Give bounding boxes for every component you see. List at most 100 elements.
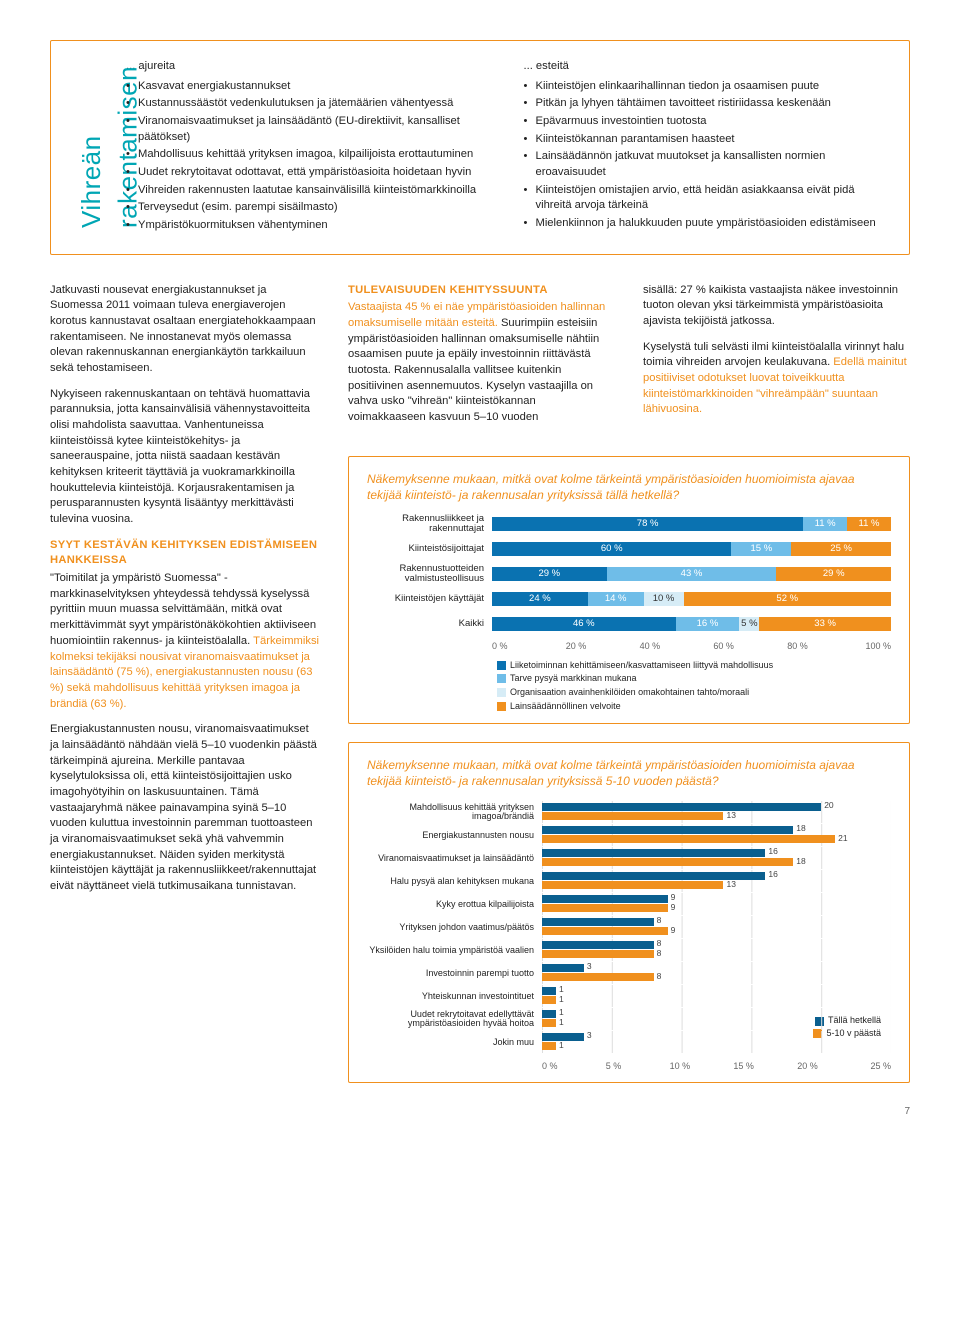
drivers-column: ... ajureita Kasvavat energiakustannukse… — [126, 59, 494, 236]
chart1-label: Kaikki — [367, 619, 492, 629]
chart1-bar: 46 %16 %5 %33 % — [492, 617, 891, 631]
chart1-row: Kaikki46 %16 %5 %33 % — [367, 615, 891, 633]
chart2-bar-now — [542, 918, 654, 926]
chart1-segment: 16 % — [676, 617, 740, 631]
chart2-axis: 0 %5 %10 %15 %20 %25 % — [542, 1060, 891, 1073]
chart1-segment: 52 % — [684, 592, 891, 606]
chart1-bar: 78 %11 %11 % — [492, 517, 891, 531]
right-column: sisällä: 27 % kaikista vastaajista näkee… — [643, 283, 910, 436]
chart1-legend: Liiketoiminnan kehittämiseen/kasvattamis… — [497, 659, 891, 712]
chart2-bar-now — [542, 895, 668, 903]
chart2-label: Mahdollisuus kehittää yrityksen imagoa/b… — [367, 803, 542, 822]
legend-item: Tarve pysyä markkinan mukana — [497, 672, 891, 685]
chart2-label: Energiakustannusten nousu — [367, 831, 542, 840]
chart2-bars: 99 — [542, 893, 891, 915]
legend-item: Liiketoiminnan kehittämiseen/kasvattamis… — [497, 659, 891, 672]
drivers-item: Vihreiden rakennusten laatutae kansainvä… — [126, 183, 494, 199]
chart1-segment: 11 % — [847, 517, 891, 531]
chart2-bars: 11 — [542, 985, 891, 1007]
chart1-title: Näkemyksenne mukaan, mitkä ovat kolme tä… — [367, 471, 891, 503]
chart2-label: Yhteiskunnan investointituet — [367, 992, 542, 1001]
chart1-segment: 15 % — [731, 542, 791, 556]
chart1-label: Kiinteistösijoittajat — [367, 544, 492, 554]
chart1-row: Kiinteistösijoittajat60 %15 %25 % — [367, 540, 891, 558]
chart2-row: Investoinnin parempi tuotto38 — [367, 962, 891, 984]
chart2-bar-now — [542, 941, 654, 949]
chart1-segment: 25 % — [791, 542, 891, 556]
chart1-segment: 43 % — [607, 567, 777, 581]
right-area: TULEVAISUUDEN KEHITYSSUUNTA Vastaajista … — [348, 283, 910, 1102]
main-grid: Jatkuvasti nousevat energiakustannukset … — [50, 283, 910, 1102]
chart2-bar-future — [542, 1042, 556, 1050]
chart2-bar-future — [542, 812, 723, 820]
chart1-segment: 29 % — [492, 567, 607, 581]
drivers-item: Kasvavat energiakustannukset — [126, 79, 494, 95]
chart1-axis: 0 %20 %40 %60 %80 %100 % — [492, 640, 891, 653]
chart2-row: Yrityksen johdon vaatimus/päätös89 — [367, 916, 891, 938]
chart2-label: Investoinnin parempi tuotto — [367, 969, 542, 978]
left-p1: Jatkuvasti nousevat energiakustannukset … — [50, 283, 320, 377]
chart1-segment: 78 % — [492, 517, 803, 531]
chart2-box: Näkemyksenne mukaan, mitkä ovat kolme tä… — [348, 742, 910, 1083]
chart1-segment: 5 % — [739, 617, 759, 631]
chart2-bar-now — [542, 803, 821, 811]
chart1-bar: 24 %14 %10 %52 % — [492, 592, 891, 606]
chart2-row: Viranomaisvaatimukset ja lainsäädäntö161… — [367, 847, 891, 869]
chart2-label: Yrityksen johdon vaatimus/päätös — [367, 923, 542, 932]
drivers-item: Terveysedut (esim. parempi sisäilmasto) — [126, 200, 494, 216]
chart2-bars: 31 — [542, 1031, 891, 1053]
chart1-bar: 29 %43 %29 % — [492, 567, 891, 581]
chart1-segment: 46 % — [492, 617, 676, 631]
chart1-segment: 60 % — [492, 542, 731, 556]
chart2-row: Uudet rekrytoitavat edellyttävät ympäris… — [367, 1008, 891, 1030]
chart2-bars: 1821 — [542, 824, 891, 846]
drivers-item: Viranomaisvaatimukset ja lainsäädäntö (E… — [126, 114, 494, 145]
chart2-bar-now — [542, 964, 584, 972]
left-p2: Nykyiseen rakennuskantaan on tehtävä huo… — [50, 387, 320, 528]
barriers-item: Kiinteistöjen elinkaarihallinnan tiedon … — [524, 79, 892, 95]
chart1-segment: 29 % — [776, 567, 891, 581]
barriers-item: Mielenkiinnon ja halukkuuden puute ympär… — [524, 216, 892, 232]
chart2-bars: 11 — [542, 1008, 891, 1030]
chart1-row: Rakennusliikkeet ja rakennuttajat78 % 11 … — [367, 515, 891, 533]
chart2-bar-future — [542, 973, 654, 981]
chart1-label: Kiinteistöjen käyttäjät — [367, 594, 492, 604]
chart1-label: Rakennusliikkeet ja rakennuttajat — [367, 514, 492, 535]
chart2-label: Viranomaisvaatimukset ja lainsäädäntö — [367, 854, 542, 863]
drivers-title: ... ajureita — [126, 59, 494, 75]
barriers-item: Lainsäädännön jatkuvat muutokset ja kans… — [524, 149, 892, 180]
chart1-segment: 14 % — [588, 592, 644, 606]
barriers-item: Kiinteistöjen omistajien arvio, että hei… — [524, 183, 892, 214]
barriers-title: ... esteitä — [524, 59, 892, 75]
chart1-segment: 33 % — [759, 617, 891, 631]
chart2-bar-future — [542, 950, 654, 958]
chart2-bar-now — [542, 849, 765, 857]
chart2-title: Näkemyksenne mukaan, mitkä ovat kolme tä… — [367, 757, 891, 789]
chart1-box: Näkemyksenne mukaan, mitkä ovat kolme tä… — [348, 456, 910, 724]
mid-column: TULEVAISUUDEN KEHITYSSUUNTA Vastaajista … — [348, 283, 615, 436]
legend-item: Organisaation avainhenkilöiden omakohtai… — [497, 686, 891, 699]
chart2-bars: 89 — [542, 916, 891, 938]
drivers-item: Kustannussäästöt vedenkulutuksen ja jäte… — [126, 96, 494, 112]
chart2-row: Energiakustannusten nousu1821 — [367, 824, 891, 846]
barriers-item: Epävarmuus investointien tuotosta — [524, 114, 892, 130]
chart2-bars: 38 — [542, 962, 891, 984]
left-p3: "Toimitilat ja ympäristö Suomessa" -mark… — [50, 571, 320, 712]
chart2-label: Uudet rekrytoitavat edellyttävät ympäris… — [367, 1010, 542, 1029]
drivers-list: Kasvavat energiakustannuksetKustannussää… — [126, 79, 494, 234]
chart2-row: Mahdollisuus kehittää yrityksen imagoa/b… — [367, 801, 891, 823]
chart2-bar-future — [542, 904, 668, 912]
chart2-bars: 1613 — [542, 870, 891, 892]
barriers-list: Kiinteistöjen elinkaarihallinnan tiedon … — [524, 79, 892, 232]
chart2-bar-future — [542, 927, 668, 935]
chart2-label: Kyky erottua kilpailijoista — [367, 900, 542, 909]
right-p2: Kyselystä tuli selvästi ilmi kiinteistöa… — [643, 340, 910, 418]
page-number: 7 — [904, 1105, 910, 1119]
chart1-row: Rakennustuotteiden valmistusteollisuus29… — [367, 565, 891, 583]
barriers-item: Kiinteistökannan parantamisen haasteet — [524, 132, 892, 148]
chart2-bar-future — [542, 996, 556, 1004]
left-column: Jatkuvasti nousevat energiakustannukset … — [50, 283, 320, 1102]
chart2-bar-now — [542, 1010, 556, 1018]
top-highlight-box: Vihreän rakentamisen ... ajureita Kasvav… — [50, 40, 910, 255]
drivers-item: Mahdollisuus kehittää yrityksen imagoa, … — [126, 147, 494, 163]
